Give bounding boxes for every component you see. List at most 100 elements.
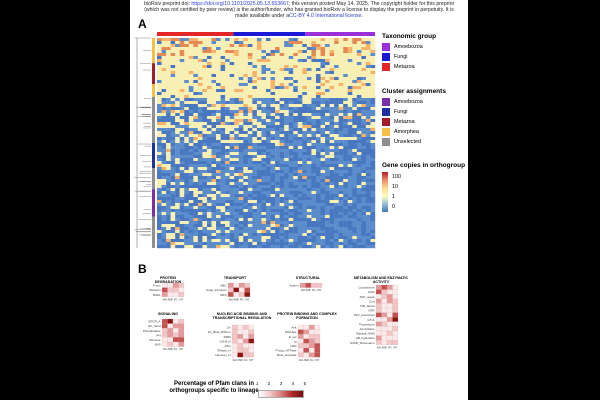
heatmap-cell <box>356 215 362 219</box>
heatmap-cell <box>197 68 203 72</box>
heatmap-cell <box>225 56 230 60</box>
heatmap-cell <box>188 218 194 222</box>
row-label-nucleic: bZip <box>225 344 231 348</box>
heatmap-cell <box>216 155 221 159</box>
heatmap-cell <box>225 116 230 120</box>
heatmap-cell <box>193 218 199 222</box>
doi-link[interactable]: https://doi.org/10.1101/2025.05.13.65366… <box>191 1 289 7</box>
heatmap-cell <box>161 53 167 57</box>
heatmap-cell <box>243 146 249 150</box>
heatmap-cell <box>338 47 344 51</box>
heatmap-cell <box>302 200 308 204</box>
heatmap-cell <box>284 119 289 123</box>
cell-protein-binding <box>308 324 315 330</box>
heatmap-cell <box>288 221 294 225</box>
heatmap-cell <box>284 191 289 195</box>
heatmap-cell <box>234 242 239 246</box>
cell-signaling <box>161 328 168 333</box>
heatmap-cell <box>193 158 199 162</box>
cluster-legend-unselected: Unselected <box>382 138 421 146</box>
heatmap-cell <box>252 173 258 177</box>
heatmap-cell <box>211 98 217 102</box>
heatmap-cell <box>306 41 312 45</box>
heatmap-cell <box>338 164 344 168</box>
heatmap-cell <box>343 149 348 153</box>
heatmap-cell <box>175 113 180 117</box>
license-link[interactable]: CC-BY 4.0 International license <box>289 13 362 19</box>
heatmap-cell <box>197 206 203 210</box>
heatmap-cell <box>334 137 339 141</box>
heatmap-cell <box>225 182 230 186</box>
heatmap-cell <box>302 86 308 90</box>
heatmap-cell <box>252 182 258 186</box>
heatmap-cell <box>356 89 362 93</box>
heatmap-cell <box>234 176 239 180</box>
heatmap-cell <box>193 146 199 150</box>
heatmap-cell <box>338 86 344 90</box>
heatmap-cell <box>306 164 312 168</box>
heatmap-cell <box>157 152 162 156</box>
heatmap-cell <box>352 83 358 87</box>
heatmap-cell <box>175 110 180 114</box>
cell-protein-binding <box>314 329 321 335</box>
heatmap-cell <box>238 161 244 165</box>
heatmap-cell <box>320 206 326 210</box>
heatmap-cell <box>302 59 308 63</box>
heatmap-cell <box>266 77 271 81</box>
row-label-metabolism: Thioredoxin <box>359 322 375 326</box>
heatmap-cell <box>347 95 353 99</box>
heatmap-cell <box>275 47 280 51</box>
heatmap-cell <box>293 149 298 153</box>
heatmap-cell <box>270 236 276 240</box>
heatmap-cell <box>329 191 335 195</box>
heatmap-cell <box>229 47 235 51</box>
heatmap-cell <box>347 116 353 120</box>
heatmap-cell <box>179 245 185 249</box>
heatmap-cell <box>157 119 162 123</box>
heatmap-cell <box>356 155 362 159</box>
heatmap-cell <box>266 161 271 165</box>
row-label-nucleic: Zn <box>227 326 231 330</box>
heatmap-cell <box>197 179 203 183</box>
heatmap-cell <box>252 209 258 213</box>
heatmap-cell <box>311 143 317 147</box>
heatmap-cell <box>216 149 221 153</box>
heatmap-cell <box>243 80 249 84</box>
heatmap-cell <box>356 179 362 183</box>
heatmap-cell <box>352 80 358 84</box>
heatmap-cell <box>206 209 212 213</box>
heatmap-cell <box>361 233 367 237</box>
heatmap-cell <box>229 92 235 96</box>
heatmap-cell <box>216 95 221 99</box>
heatmap-cell <box>252 167 258 171</box>
heatmap-cell <box>170 227 176 231</box>
taxonomic-legend-title: Taxonomic group <box>382 33 437 40</box>
heatmap-cell <box>170 122 176 126</box>
heatmap-cell <box>311 161 317 165</box>
heatmap-cell <box>284 56 289 60</box>
heatmap-cell <box>356 107 362 111</box>
heatmap-cell <box>229 203 235 207</box>
heatmap-cell <box>320 158 326 162</box>
heatmap-cell <box>270 206 276 210</box>
heatmap-cell <box>247 236 253 240</box>
heatmap-cell <box>197 74 203 78</box>
heatmap-cell <box>347 101 353 105</box>
heatmap-cell <box>157 167 162 171</box>
heatmap-cell <box>166 164 171 168</box>
heatmap-cell <box>320 44 326 48</box>
heatmap-cell <box>311 128 317 132</box>
heatmap-cell <box>361 116 367 120</box>
heatmap-cell <box>288 245 294 249</box>
heatmap-cell <box>175 158 180 162</box>
heatmap-cell <box>206 119 212 123</box>
heatmap-cell <box>329 161 335 165</box>
heatmap-cell <box>166 212 171 216</box>
heatmap-cell <box>325 176 330 180</box>
cell-metabolism <box>386 284 393 290</box>
heatmap-cell <box>206 236 212 240</box>
heatmap-cell <box>365 41 371 45</box>
heatmap-cell <box>256 65 262 69</box>
heatmap-cell <box>238 176 244 180</box>
heatmap-cell <box>297 236 303 240</box>
